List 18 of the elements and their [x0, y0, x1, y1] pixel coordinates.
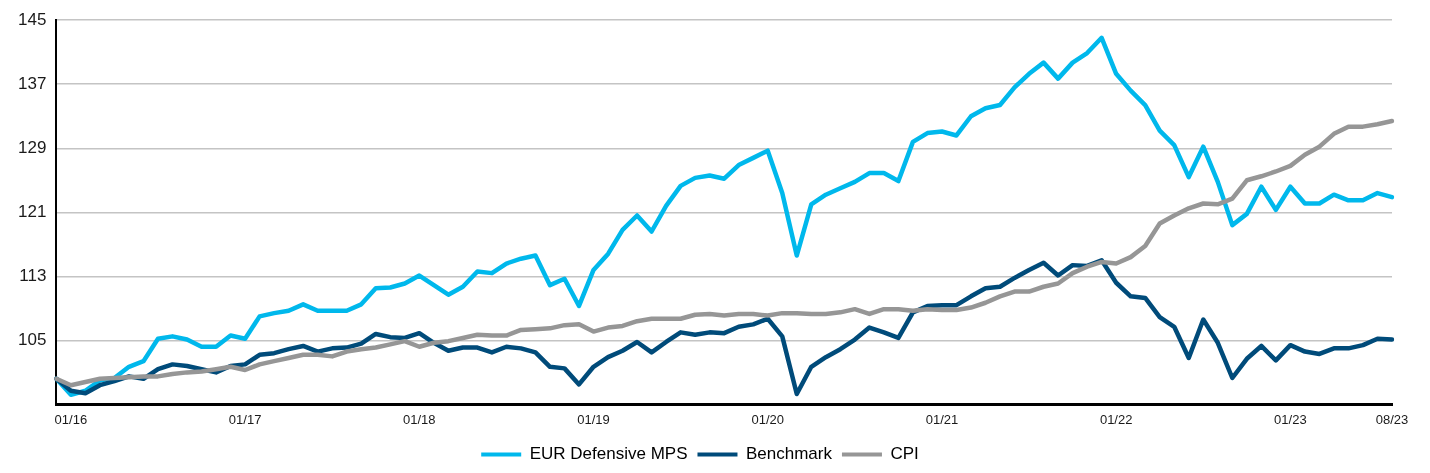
x-tick-label: 01/19 — [577, 411, 610, 427]
y-tick-label: 105 — [17, 330, 47, 350]
x-tick-label: 01/17 — [228, 411, 262, 427]
y-tick-label: 137 — [17, 73, 47, 93]
x-tick-label: 01/22 — [1099, 411, 1133, 427]
legend-label: CPI — [890, 444, 919, 464]
y-tick-label: 113 — [19, 266, 47, 286]
x-tick-label: 01/23 — [1274, 411, 1307, 427]
x-tick-label: 01/16 — [54, 411, 88, 427]
x-tick-label: 01/20 — [751, 411, 785, 427]
x-tick-label: 01/18 — [403, 411, 436, 427]
y-tick-label: 121 — [17, 201, 47, 221]
y-tick-label: 145 — [17, 9, 47, 29]
legend-label: Benchmark — [745, 444, 833, 464]
y-tick-label: 129 — [17, 137, 47, 157]
x-tick-label: 08/23 — [1375, 411, 1409, 427]
x-tick-label: 01/21 — [925, 411, 959, 427]
legend-label: EUR Defensive MPS — [529, 444, 688, 464]
